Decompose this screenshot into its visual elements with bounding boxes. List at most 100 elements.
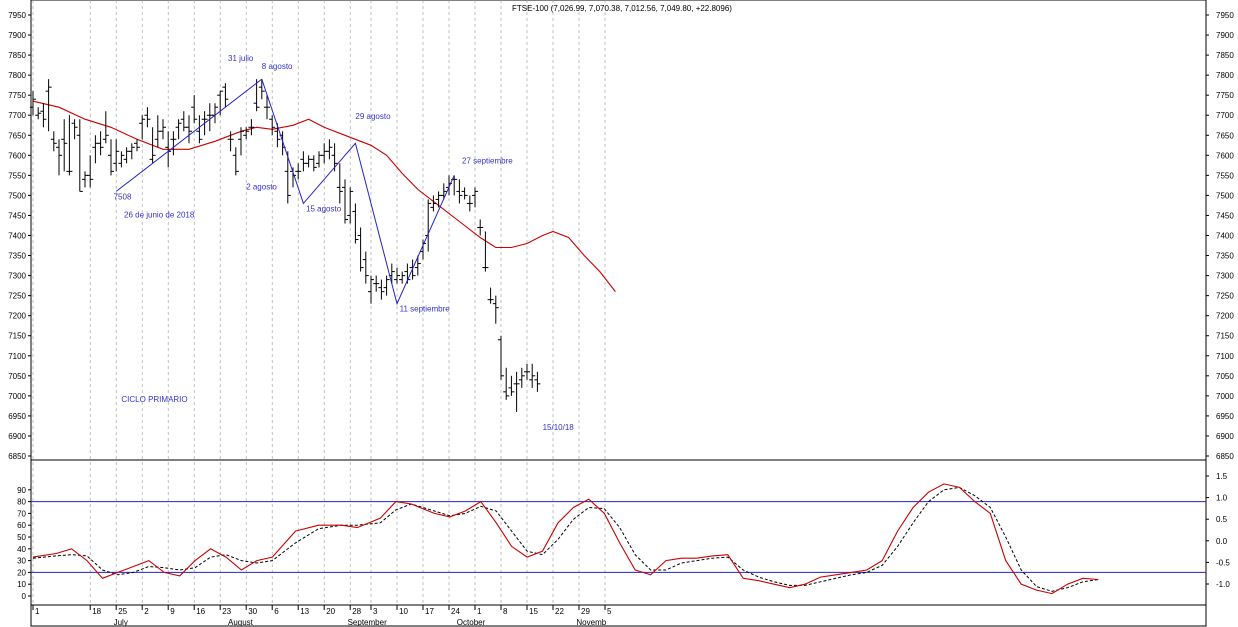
price-tick-label-left: 7500	[8, 191, 26, 200]
price-panel-border	[30, 0, 1207, 461]
ohlc-bar	[472, 187, 478, 208]
trend-lines	[115, 78, 455, 306]
price-tick-label-left: 7300	[8, 272, 26, 281]
ohlc-bar	[227, 131, 234, 152]
date-tick-label: 5	[607, 607, 612, 616]
ohlc-bar	[30, 91, 36, 116]
ohlc-bar	[482, 231, 489, 272]
date-tick-label: 30	[248, 607, 257, 616]
ohlc-bar	[456, 179, 463, 204]
date-tick-label: 8	[503, 607, 508, 616]
ohlc-bar	[498, 335, 504, 380]
price-tick-label-right: 6950	[1216, 412, 1234, 421]
price-tick-label-right: 6850	[1216, 452, 1234, 461]
ohlc-bar	[357, 227, 364, 272]
price-tick-label-right: 7800	[1216, 71, 1234, 80]
price-tick-label-left: 7200	[8, 312, 26, 321]
ohlc-bar	[243, 127, 250, 140]
annotation-label: CICLO PRIMARIO	[121, 395, 187, 404]
date-tick-label: 28	[352, 607, 361, 616]
annotations: 31 julio 8 agosto 2 agosto 7508 26 de junio …	[114, 54, 575, 432]
price-tick-label-right: 7900	[1216, 31, 1234, 40]
ohlc-bar	[97, 131, 104, 156]
osc-tick-label-left: 50	[17, 533, 26, 542]
price-tick-label-left: 7950	[8, 11, 26, 20]
price-tick-label-right: 7100	[1216, 352, 1234, 361]
price-tick-label-left: 7600	[8, 151, 26, 160]
price-tick-label-right: 7500	[1216, 191, 1234, 200]
date-tick-label: 20	[326, 607, 335, 616]
ohlc-bar	[258, 79, 265, 100]
ohlc-bar	[128, 143, 135, 160]
price-tick-label-left: 7450	[8, 211, 26, 220]
date-tick-label: 18	[92, 607, 101, 616]
trend-line	[261, 78, 455, 306]
price-tick-label-right: 7750	[1216, 91, 1234, 100]
date-tick-label: 22	[555, 607, 564, 616]
osc-tick-label-left: 80	[17, 498, 26, 507]
month-label: July	[114, 618, 128, 627]
ohlc-bar	[186, 115, 192, 144]
date-tick-label: 10	[399, 607, 408, 616]
price-tick-label-right: 7950	[1216, 11, 1234, 20]
price-tick-label-left: 6850	[8, 452, 26, 461]
ohlc-bar	[35, 107, 42, 120]
osc-tick-label-right: -1.0	[1216, 580, 1230, 589]
price-tick-label-left: 6900	[8, 432, 26, 441]
chart-title: FTSE-100 (7,026.99, 7,070.38, 7,012.56, …	[512, 4, 732, 13]
price-tick-label-left: 7350	[8, 252, 26, 261]
ohlc-bar	[466, 195, 473, 212]
ohlc-bar	[440, 183, 447, 200]
annotation-label: 15/10/18	[543, 423, 575, 432]
ohlc-bar	[336, 163, 343, 204]
price-tick-label-left: 7050	[8, 372, 26, 381]
date-tick-label: 17	[425, 607, 434, 616]
date-tick-label: 1	[35, 607, 40, 616]
ohlc-bar	[508, 375, 515, 396]
annotation-label: 29 agosto	[355, 112, 391, 121]
osc-tick-label-left: 70	[17, 509, 26, 518]
date-tick-label: 15	[529, 607, 538, 616]
ohlc-bar	[248, 119, 255, 136]
ohlc-bar	[113, 139, 120, 172]
ohlc-bar	[326, 139, 333, 160]
price-tick-label-left: 7700	[8, 111, 26, 120]
ohlc-bar	[295, 163, 302, 180]
ohlc-bar	[352, 203, 359, 244]
ohlc-bar	[123, 147, 130, 164]
price-tick-label-right: 7400	[1216, 232, 1234, 241]
price-tick-label-left: 7850	[8, 51, 26, 60]
oscillator-panel-border	[30, 459, 1207, 606]
price-tick-label-right: 7650	[1216, 131, 1234, 140]
date-axis-border	[30, 604, 1207, 627]
ohlc-bar	[373, 275, 380, 292]
ohlc-bar	[139, 115, 146, 140]
ohlc-bar	[253, 79, 260, 112]
date-tick-label: 16	[196, 607, 205, 616]
ohlc-bar	[180, 111, 187, 132]
price-bars	[30, 79, 541, 412]
ohlc-bar	[238, 127, 244, 156]
annotation-label: 7508	[114, 192, 132, 201]
price-tick-label-left: 7100	[8, 352, 26, 361]
ohlc-bar	[76, 119, 83, 192]
ohlc-bar	[316, 151, 322, 168]
month-label: October	[457, 618, 486, 627]
ohlc-bar	[149, 127, 156, 164]
ohlc-bar	[425, 199, 432, 252]
ohlc-bar	[144, 107, 151, 128]
ohlc-bar	[524, 363, 530, 380]
ohlc-bar	[175, 119, 182, 140]
osc-tick-label-left: 30	[17, 557, 26, 566]
annotation-label: 31 julio	[228, 54, 254, 63]
ohlc-bar	[310, 155, 317, 172]
osc-tick-label-left: 0	[22, 592, 27, 601]
date-tick-label: 9	[170, 607, 175, 616]
ohlc-bar	[347, 187, 354, 224]
price-tick-label-left: 7150	[8, 332, 26, 341]
ohlc-bar	[269, 115, 276, 136]
ohlc-bar	[492, 295, 499, 324]
ohlc-bar	[284, 151, 291, 204]
price-tick-label-left: 7900	[8, 31, 26, 40]
